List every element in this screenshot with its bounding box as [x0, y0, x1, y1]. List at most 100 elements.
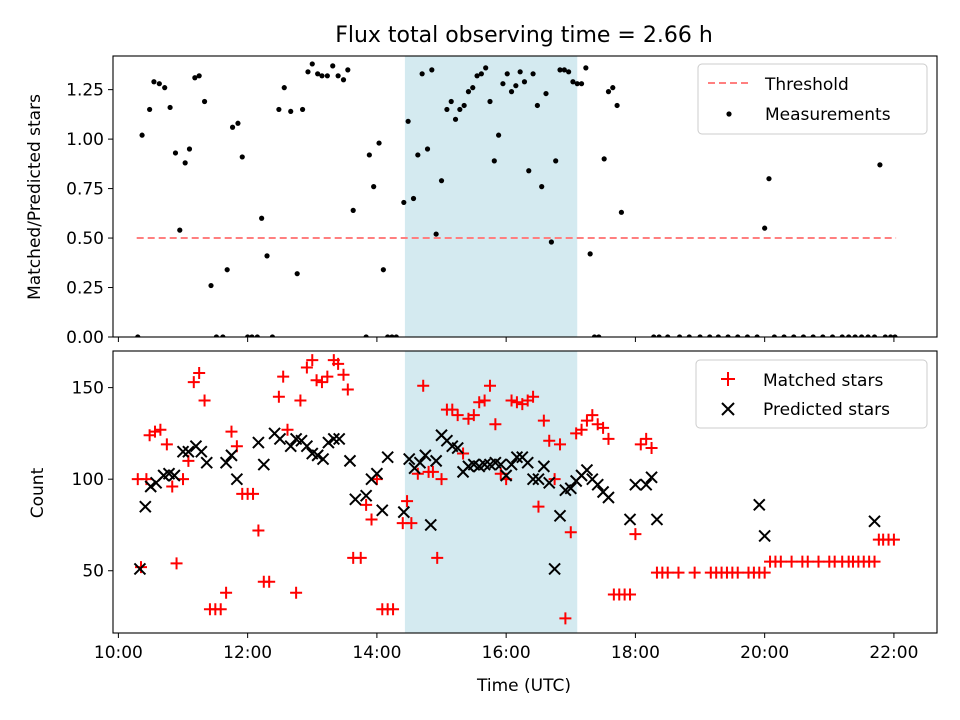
data-point: [548, 562, 561, 576]
data-point: [415, 152, 421, 158]
data-point: [154, 423, 167, 436]
data-point: [596, 334, 602, 337]
data-point: [281, 423, 294, 436]
data-point: [193, 366, 206, 379]
data-point: [530, 71, 536, 77]
data-point: [371, 184, 377, 190]
data-point: [170, 557, 183, 570]
legend-label-predicted: Predicted stars: [763, 400, 890, 420]
data-point: [882, 334, 888, 337]
data-point: [431, 551, 444, 564]
data-point: [272, 390, 285, 403]
y-tick-label: 0.75: [66, 180, 104, 200]
data-point: [846, 334, 852, 337]
data-point: [354, 551, 367, 564]
data-point: [574, 81, 580, 87]
data-point: [499, 469, 513, 482]
data-point: [429, 454, 443, 468]
data-point: [887, 533, 900, 546]
data-point: [557, 67, 563, 73]
data-point: [360, 498, 373, 511]
data-point: [335, 73, 341, 79]
data-point: [651, 334, 657, 337]
data-point: [376, 504, 389, 517]
data-point: [263, 575, 276, 588]
data-point: [731, 566, 744, 579]
predicted-legend-swatch: [721, 402, 735, 416]
data-point: [744, 334, 751, 337]
data-point: [151, 79, 157, 85]
data-point: [526, 472, 540, 486]
data-point: [586, 409, 599, 422]
data-point: [300, 440, 314, 453]
data-point: [526, 168, 532, 174]
data-point: [508, 89, 515, 95]
data-point: [521, 79, 528, 85]
data-point: [513, 83, 519, 89]
data-point: [868, 515, 881, 528]
y-tick-label: 150: [72, 379, 104, 399]
data-point: [553, 158, 559, 164]
data-point: [225, 425, 238, 438]
data-point: [200, 456, 213, 469]
data-point: [225, 449, 238, 462]
data-point: [401, 495, 414, 508]
data-point: [167, 104, 173, 111]
axes-frame: [112, 350, 938, 634]
data-point: [305, 69, 311, 75]
series-predicted-stars: [133, 427, 881, 576]
data-point: [624, 588, 637, 601]
data-point: [224, 267, 230, 273]
data-point: [451, 441, 464, 455]
data-point: [505, 394, 518, 407]
data-point: [332, 432, 346, 446]
data-point: [403, 452, 416, 466]
data-point: [868, 555, 881, 568]
data-point: [676, 334, 683, 337]
data-point: [288, 108, 294, 115]
data-point: [429, 67, 435, 73]
data-point: [597, 421, 610, 434]
data-point: [781, 334, 787, 337]
chart-title: Flux total observing time = 2.66 h: [335, 23, 713, 48]
data-point: [580, 414, 593, 427]
data-point: [277, 370, 290, 383]
data-point: [715, 334, 721, 337]
data-point: [322, 436, 335, 449]
data-point: [505, 458, 518, 471]
data-point: [510, 451, 524, 464]
data-point: [343, 454, 357, 468]
data-point: [321, 370, 334, 383]
data-point: [177, 227, 183, 233]
plot-area: [135, 61, 898, 337]
data-point: [405, 118, 411, 124]
data-point: [534, 102, 540, 109]
data-point: [491, 158, 497, 164]
data-point: [448, 98, 454, 105]
data-point: [672, 566, 685, 579]
data-point: [839, 334, 845, 337]
data-point: [591, 478, 604, 491]
data-point: [147, 106, 153, 113]
data-point: [892, 334, 898, 337]
data-point: [865, 334, 871, 337]
data-point: [410, 195, 417, 202]
data-point: [376, 140, 382, 146]
data-point: [144, 480, 157, 493]
data-point: [580, 463, 594, 477]
data-point: [299, 106, 306, 113]
data-point: [172, 150, 179, 156]
data-point: [405, 517, 418, 530]
data-point: [419, 449, 432, 462]
data-point: [446, 403, 459, 416]
data-point: [537, 460, 551, 473]
data-point: [774, 555, 787, 568]
data-point: [213, 334, 220, 337]
data-point: [629, 528, 642, 541]
data-point: [650, 513, 664, 526]
data-point: [640, 432, 653, 445]
data-point: [859, 334, 865, 337]
data-point: [452, 116, 459, 122]
data-point: [195, 445, 208, 458]
data-point: [186, 146, 193, 152]
